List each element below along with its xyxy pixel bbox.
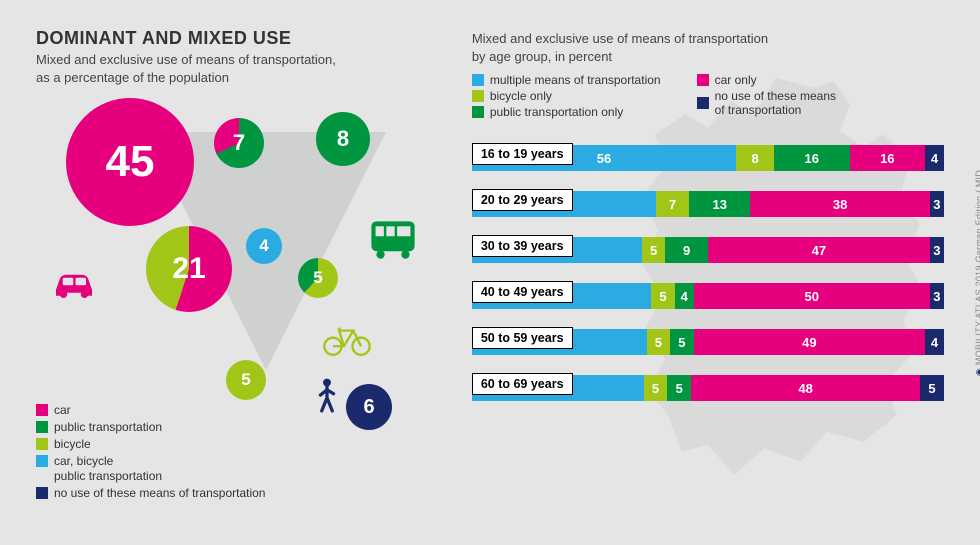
bar-segment: 48 — [691, 375, 920, 401]
legend-row: multiple means of transportation — [472, 73, 661, 87]
legend-row: bicycle — [36, 437, 265, 452]
bar-row: 385450340 to 49 years — [472, 283, 944, 309]
legend-swatch — [472, 106, 484, 118]
right-legend: multiple means of transportation bicycle … — [472, 73, 944, 121]
bubble-4: 4 — [246, 228, 282, 264]
bubble-value: 5 — [241, 370, 250, 390]
legend-label: no use of these means of transportation — [54, 486, 265, 501]
bar-segment: 4 — [925, 145, 944, 171]
stacked-bars: 5681616416 to 19 years3971338320 to 29 y… — [472, 145, 944, 401]
source-credit: ◉ MOBILITY ATLAS 2019 German Edition / M… — [974, 169, 980, 375]
bar-label: 60 to 69 years — [472, 373, 573, 395]
legend-swatch — [36, 438, 48, 450]
legend-label: no use of these means of transportation — [715, 89, 836, 117]
bar-segment: 16 — [774, 145, 850, 171]
legend-swatch — [697, 74, 709, 86]
bar-label: 50 to 59 years — [472, 327, 573, 349]
bar-segment: 8 — [736, 145, 774, 171]
subtitle-left: Mixed and exclusive use of means of tran… — [36, 51, 472, 86]
bubble-chart: 4578214556 — [36, 98, 472, 398]
bar-segment: 3 — [930, 237, 944, 263]
legend-swatch — [697, 97, 709, 109]
legend-label: car, bicycle public transportation — [54, 454, 162, 484]
bus-icon — [366, 218, 420, 261]
bar-segment: 5 — [642, 237, 666, 263]
legend-row: car — [36, 403, 265, 418]
bar-segment: 5 — [651, 283, 675, 309]
bar-row: 5681616416 to 19 years — [472, 145, 944, 171]
page-title: DOMINANT AND MIXED USE — [36, 28, 472, 49]
bar-segment: 5 — [647, 329, 671, 355]
bar-segment: 5 — [670, 329, 694, 355]
bubble-5: 5 — [298, 258, 338, 298]
bubble-21: 21 — [146, 226, 232, 312]
legend-swatch — [36, 455, 48, 467]
bubble-45: 45 — [66, 98, 194, 226]
bar-label: 30 to 39 years — [472, 235, 573, 257]
bar-segment: 5 — [644, 375, 668, 401]
legend-swatch — [472, 74, 484, 86]
legend-label: public transportation only — [490, 105, 623, 119]
bubble-value: 4 — [259, 236, 268, 256]
bubble-value: 8 — [337, 126, 349, 152]
bar-segment: 5 — [667, 375, 691, 401]
bubble-value: 5 — [313, 268, 322, 288]
legend-label: multiple means of transportation — [490, 73, 661, 87]
bubble-value: 45 — [106, 137, 155, 187]
bubble-8: 8 — [316, 112, 370, 166]
bar-row: 375549450 to 59 years — [472, 329, 944, 355]
bar-segment: 7 — [656, 191, 689, 217]
legend-swatch — [36, 404, 48, 416]
bar-label: 16 to 19 years — [472, 143, 573, 165]
bar-segment: 9 — [665, 237, 707, 263]
legend-swatch — [36, 487, 48, 499]
bar-label: 40 to 49 years — [472, 281, 573, 303]
subtitle-right: Mixed and exclusive use of means of tran… — [472, 30, 944, 65]
legend-row: no use of these means of transportation — [36, 486, 265, 501]
bubble-5: 5 — [226, 360, 266, 400]
bubble-value: 7 — [233, 130, 245, 156]
infographic-root: DOMINANT AND MIXED USE Mixed and exclusi… — [0, 0, 980, 545]
bar-segment: 4 — [925, 329, 944, 355]
right-panel: Mixed and exclusive use of means of tran… — [472, 28, 944, 525]
left-legend: car public transportation bicycle car, bicy… — [36, 403, 265, 503]
legend-row: bicycle only — [472, 89, 661, 103]
bicycle-icon — [322, 320, 372, 360]
bubble-value: 21 — [172, 252, 205, 286]
legend-row: car, bicycle public transportation — [36, 454, 265, 484]
car-icon — [50, 266, 98, 304]
legend-row: no use of these means of transportation — [697, 89, 836, 117]
legend-row: car only — [697, 73, 836, 87]
bar-segment: 5 — [920, 375, 944, 401]
bar-segment: 3 — [930, 283, 944, 309]
legend-label: bicycle only — [490, 89, 552, 103]
bubble-6: 6 — [346, 384, 392, 430]
legend-label: car — [54, 403, 71, 418]
legend-row: public transportation — [36, 420, 265, 435]
legend-label: public transportation — [54, 420, 162, 435]
bar-segment: 4 — [675, 283, 694, 309]
legend-swatch — [472, 90, 484, 102]
legend-label: car only — [715, 73, 757, 87]
bar-row: 3971338320 to 29 years — [472, 191, 944, 217]
bar-segment: 49 — [694, 329, 925, 355]
bar-segment: 50 — [694, 283, 930, 309]
bar-row: 365947330 to 39 years — [472, 237, 944, 263]
bubble-value: 6 — [363, 396, 374, 419]
bar-segment: 3 — [930, 191, 944, 217]
bar-segment: 47 — [708, 237, 930, 263]
left-panel: DOMINANT AND MIXED USE Mixed and exclusi… — [36, 28, 472, 525]
legend-label: bicycle — [54, 437, 91, 452]
bar-row: 365548560 to 69 years — [472, 375, 944, 401]
legend-swatch — [36, 421, 48, 433]
legend-row: public transportation only — [472, 105, 661, 119]
pedestrian-icon — [304, 378, 350, 415]
bar-segment: 38 — [750, 191, 929, 217]
bar-segment: 13 — [689, 191, 750, 217]
bubble-7: 7 — [214, 118, 264, 168]
bar-label: 20 to 29 years — [472, 189, 573, 211]
bar-segment: 16 — [850, 145, 926, 171]
